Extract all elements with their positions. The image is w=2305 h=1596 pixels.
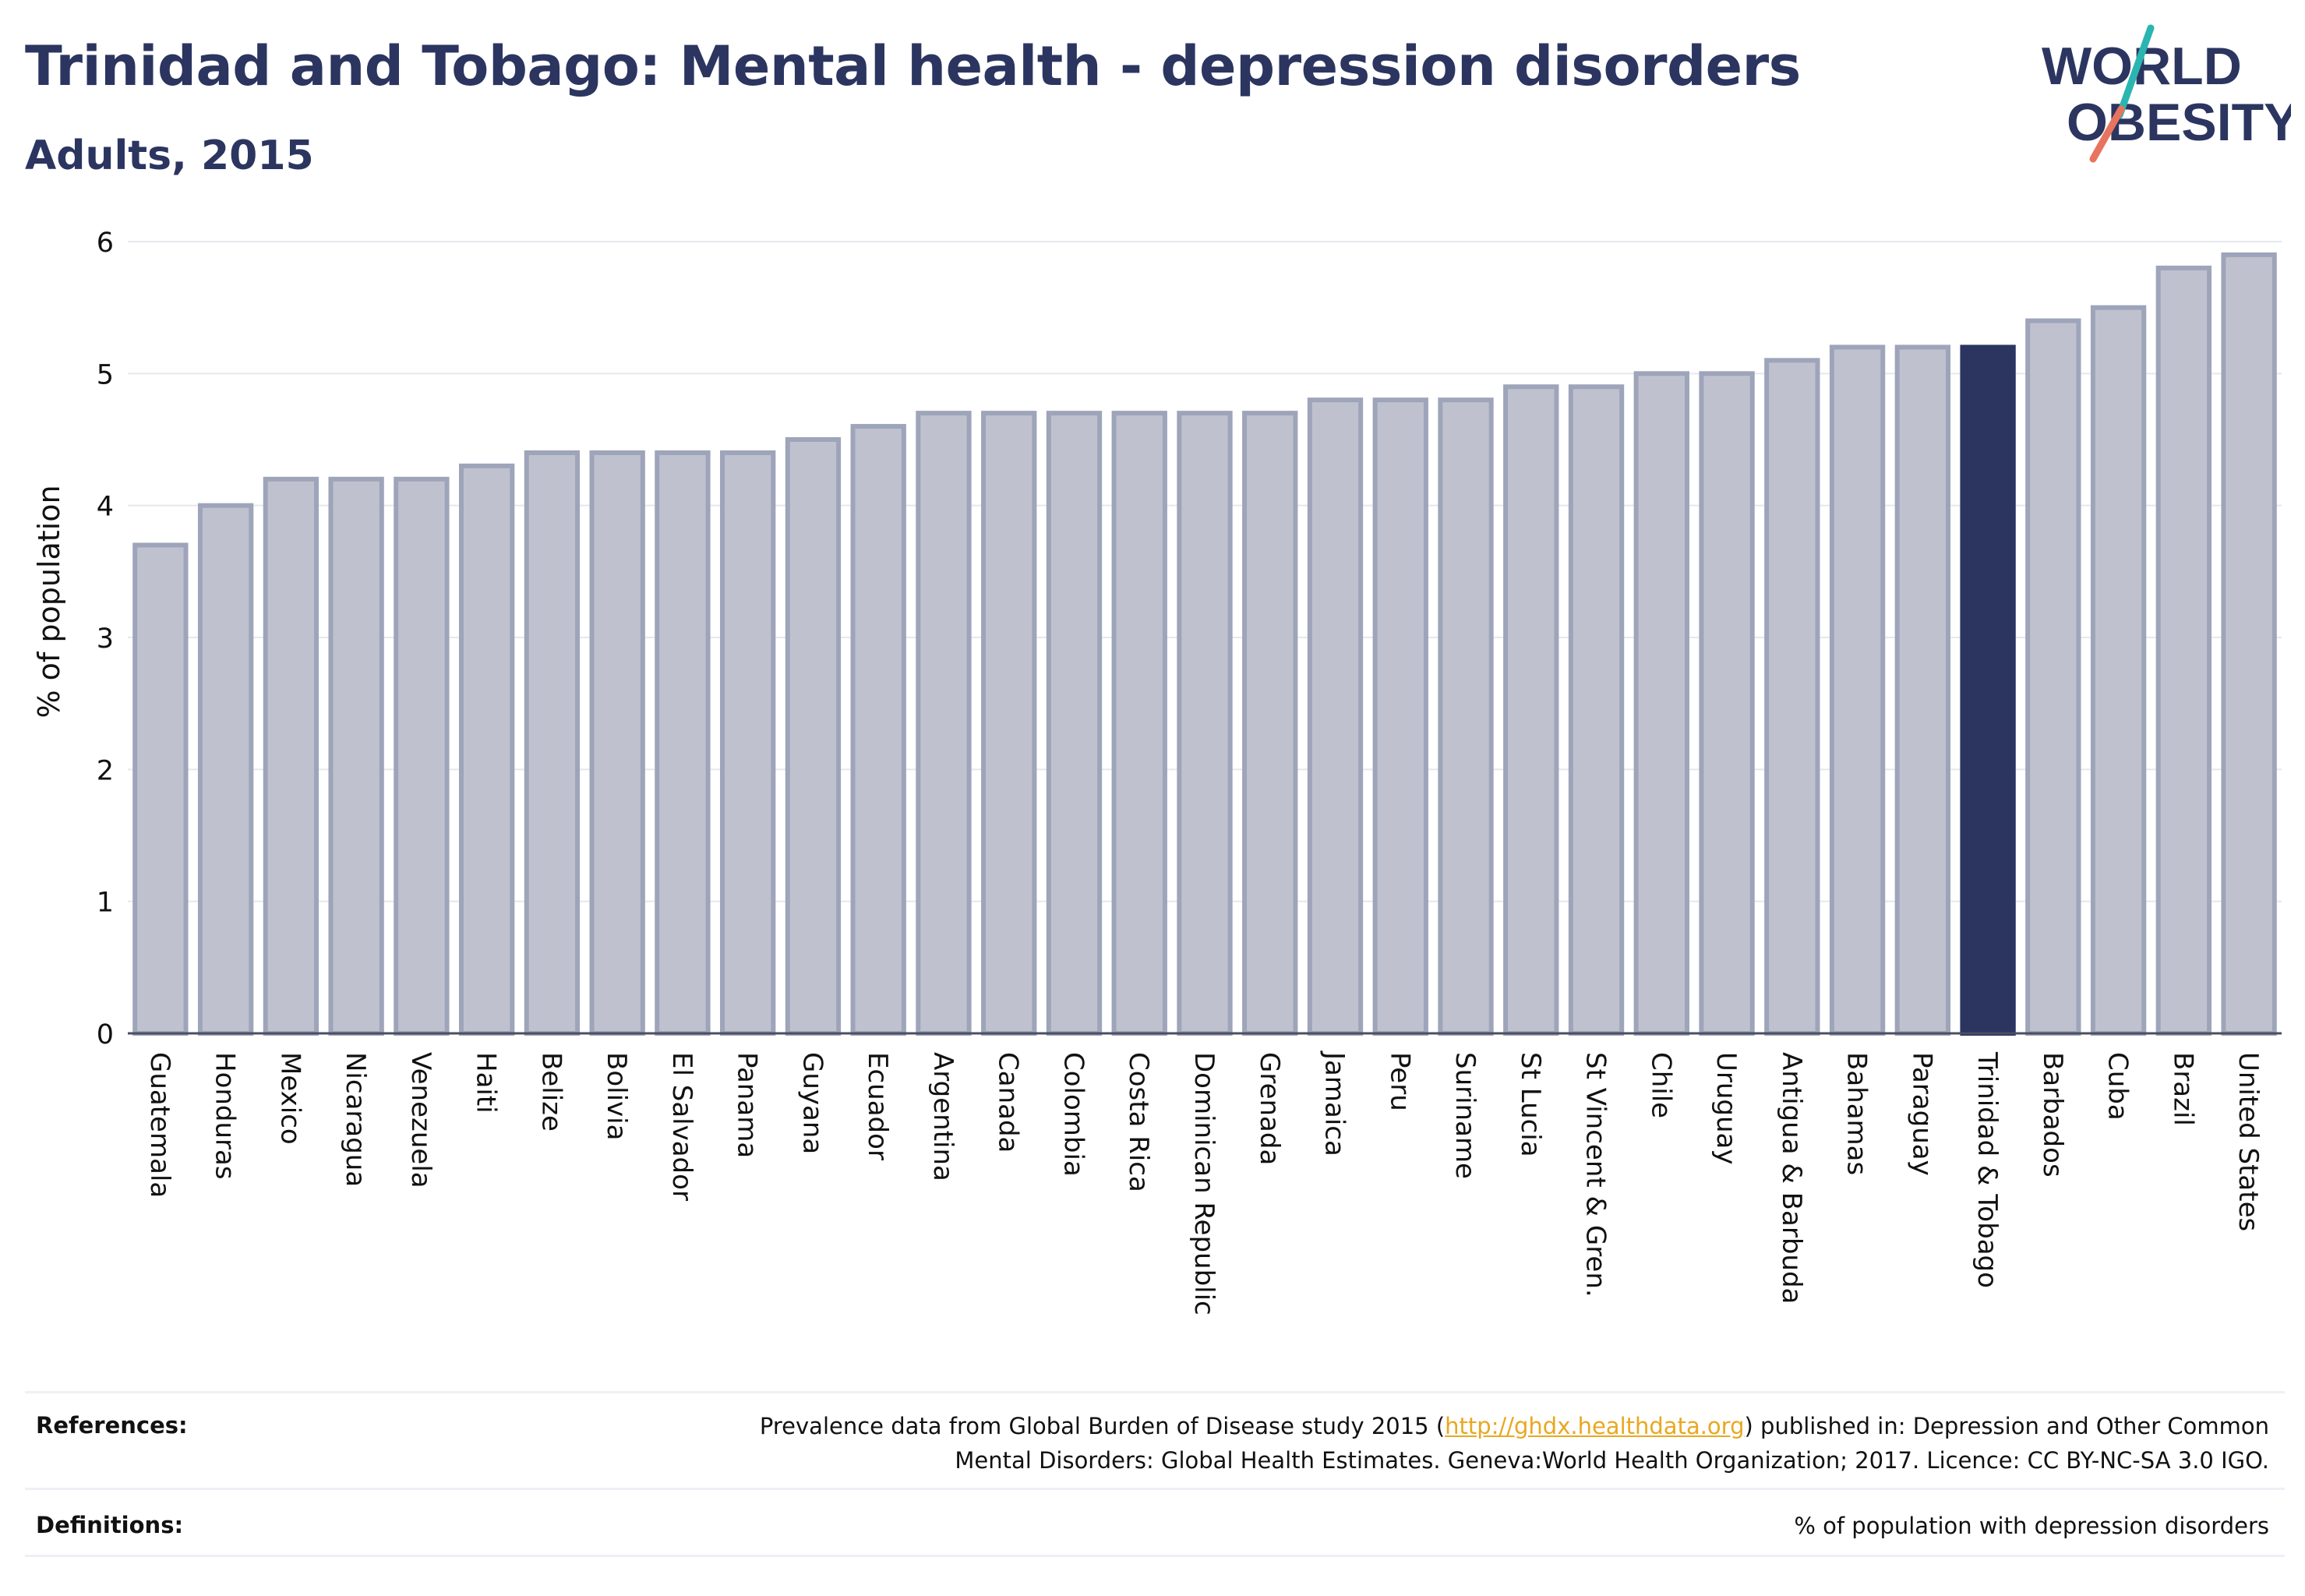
bars [132, 252, 2277, 1036]
bar [1894, 344, 1950, 1036]
references-text-line2: Mental Disorders: Global Health Estimate… [955, 1447, 2269, 1474]
bar [1568, 384, 1625, 1036]
x-tick-label: Haiti [471, 1052, 502, 1114]
bar [394, 476, 450, 1036]
x-tick-label: St Lucia [1515, 1052, 1546, 1157]
x-tick-label: Guyana [796, 1052, 828, 1154]
bar [459, 463, 515, 1036]
y-tick-label: 4 [97, 492, 114, 523]
x-tick-label: Barbados [2037, 1052, 2068, 1178]
x-tick-label: United States [2233, 1052, 2264, 1231]
bar [1438, 397, 1494, 1036]
bar [981, 411, 1037, 1036]
x-axis-labels: Guatemala Honduras Mexico Nicaragua Venezuel… [144, 1050, 2264, 1315]
x-tick-label: Argentina [927, 1052, 958, 1181]
y-tick-label: 0 [97, 1019, 114, 1050]
x-tick-label: Antigua & Barbuda [1776, 1052, 1807, 1304]
y-axis-title: % of population [32, 485, 66, 718]
x-tick-label: Brazil [2167, 1052, 2198, 1126]
references-link[interactable]: http://ghdx.healthdata.org [1445, 1413, 1745, 1439]
x-tick-label: Nicaragua [340, 1052, 371, 1187]
x-tick-label: Jamaica [1319, 1050, 1350, 1156]
world-obesity-logo: WORLD OBESITY [2042, 24, 2291, 163]
bar [2155, 265, 2212, 1036]
bar [589, 450, 645, 1036]
x-tick-label: Cuba [2102, 1052, 2134, 1121]
bar [1372, 397, 1428, 1036]
definitions-label: Definitions: [36, 1512, 184, 1538]
x-tick-label: Guatemala [144, 1052, 175, 1198]
chart-title: Trinidad and Tobago: Mental health - dep… [25, 34, 1801, 98]
bar [1699, 371, 1755, 1036]
y-tick-label: 3 [97, 623, 114, 655]
x-tick-label: Dominican Republic [1188, 1052, 1220, 1315]
x-tick-label: Costa Rica [1123, 1052, 1154, 1192]
x-tick-label: Peru [1384, 1052, 1415, 1111]
x-tick-label: Venezuela [405, 1052, 436, 1188]
bar [1046, 411, 1103, 1036]
x-tick-label: Canada [993, 1052, 1024, 1153]
bar [1242, 411, 1298, 1036]
chart-subtitle: Adults, 2015 [25, 132, 314, 179]
footer-divider-top [25, 1391, 2285, 1393]
logo-slash-teal [2116, 24, 2155, 119]
bar [2090, 305, 2147, 1036]
x-tick-label: Bahamas [1841, 1052, 1873, 1175]
bar [197, 503, 254, 1036]
bar-chart: 0 1 2 3 4 5 6 Guatemala Honduras Mexico Nicaragua… [32, 228, 2282, 1315]
bar [655, 450, 711, 1036]
x-tick-label: Chile [1645, 1052, 1676, 1118]
bar [1829, 344, 1886, 1036]
x-tick-label: Bolivia [601, 1052, 632, 1140]
definitions-text: % of population with depression disorder… [1794, 1513, 2269, 1539]
references-label: References: [36, 1412, 188, 1439]
bar [263, 476, 319, 1036]
references-text-part2: ) published in: Depression and Other Com… [1744, 1413, 2270, 1439]
x-tick-label: Trinidad & Tobago [1971, 1051, 2003, 1288]
x-tick-label: El Salvador [666, 1052, 697, 1201]
bar [1111, 411, 1167, 1036]
bar [2221, 252, 2277, 1036]
bar [1307, 397, 1364, 1036]
x-tick-label: Belize [535, 1052, 567, 1132]
bar [2025, 318, 2081, 1036]
y-tick-label: 1 [97, 888, 114, 919]
bar [720, 450, 776, 1036]
x-tick-label: Suriname [1449, 1052, 1481, 1179]
x-tick-label: Mexico [274, 1052, 305, 1145]
bar [524, 450, 581, 1036]
y-axis-ticks: 0 1 2 3 4 5 6 [97, 228, 114, 1050]
footer-divider-middle [25, 1488, 2285, 1490]
bar-highlighted [1960, 344, 2016, 1036]
x-tick-label: St Vincent & Gren. [1580, 1052, 1611, 1298]
bar [850, 424, 906, 1036]
bar [1764, 358, 1820, 1036]
y-tick-label: 5 [97, 359, 114, 390]
footer-divider-bottom [25, 1555, 2285, 1557]
references-text: Prevalence data from Global Burden of Di… [477, 1409, 2269, 1478]
x-tick-label: Uruguay [1710, 1052, 1742, 1165]
x-tick-label: Honduras [210, 1052, 241, 1180]
x-tick-label: Panama [732, 1052, 763, 1158]
references-text-part1: Prevalence data from Global Burden of Di… [759, 1413, 1445, 1439]
bar [916, 411, 972, 1036]
bar [785, 437, 842, 1036]
bar [132, 542, 189, 1036]
y-tick-label: 6 [97, 228, 114, 259]
logo-slash-coral [2089, 105, 2125, 163]
y-tick-label: 2 [97, 755, 114, 786]
bar [1177, 411, 1233, 1036]
x-tick-label: Colombia [1057, 1052, 1089, 1177]
bar [1633, 371, 1689, 1036]
x-tick-label: Ecuador [862, 1052, 893, 1160]
x-tick-label: Grenada [1254, 1052, 1285, 1165]
bar [328, 476, 384, 1036]
bar [1503, 384, 1559, 1036]
x-tick-label: Paraguay [1906, 1052, 1937, 1176]
